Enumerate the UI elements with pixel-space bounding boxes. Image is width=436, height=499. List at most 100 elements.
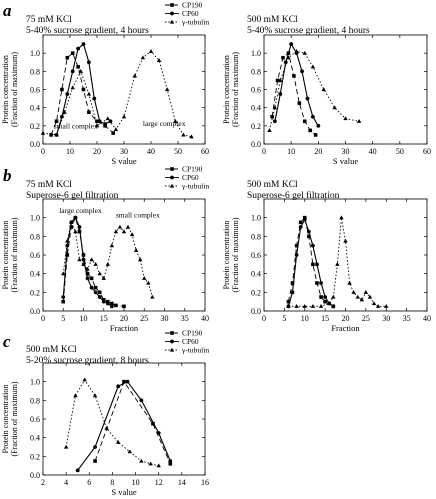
data-point bbox=[63, 444, 69, 449]
data-point bbox=[85, 276, 90, 281]
data-point bbox=[93, 285, 98, 290]
y-axis-label-line: (Fraction of maximum) bbox=[231, 52, 240, 127]
data-point bbox=[81, 253, 86, 257]
data-point bbox=[331, 294, 336, 299]
x-tick-label: 0 bbox=[262, 147, 266, 156]
data-point bbox=[339, 215, 344, 220]
data-point bbox=[101, 276, 106, 280]
data-point bbox=[89, 276, 94, 281]
data-point bbox=[65, 243, 70, 248]
y-tick-label: 1.0 bbox=[30, 214, 40, 223]
x-tick-label: 5 bbox=[61, 314, 65, 323]
x-tick-label: 40 bbox=[147, 147, 155, 156]
x-tick-label: 30 bbox=[342, 147, 350, 156]
data-point bbox=[311, 243, 315, 248]
data-point bbox=[77, 229, 82, 234]
data-point bbox=[122, 379, 126, 384]
x-tick-label: 0 bbox=[41, 147, 45, 156]
panel-letter-c: c bbox=[3, 332, 11, 351]
y-axis-label-line: (Fraction of maximum) bbox=[10, 381, 19, 456]
legend-marker bbox=[169, 183, 175, 188]
data-point bbox=[181, 132, 186, 137]
data-point bbox=[323, 295, 328, 299]
data-point bbox=[92, 96, 97, 101]
data-point bbox=[278, 78, 283, 83]
data-point bbox=[105, 301, 110, 306]
y-axis-label-line: Protein concentration bbox=[1, 221, 10, 290]
data-point bbox=[300, 69, 304, 74]
data-point bbox=[356, 118, 362, 123]
x-tick-label: 35 bbox=[403, 314, 411, 323]
data-point bbox=[92, 393, 98, 398]
data-point bbox=[109, 304, 114, 309]
series-CP60 bbox=[54, 42, 113, 137]
data-point bbox=[139, 458, 144, 463]
data-point bbox=[384, 304, 389, 308]
data-point bbox=[105, 116, 110, 121]
y-tick-label: 0.8 bbox=[251, 67, 261, 76]
data-point bbox=[113, 127, 119, 132]
data-point bbox=[116, 384, 121, 389]
data-point bbox=[109, 243, 115, 248]
data-point bbox=[343, 238, 348, 243]
data-point bbox=[61, 271, 66, 276]
x-tick-label: 10 bbox=[80, 314, 88, 323]
data-point bbox=[103, 122, 107, 126]
series-γ-tubulin bbox=[267, 49, 362, 132]
legend-marker bbox=[170, 11, 174, 16]
data-point bbox=[65, 238, 70, 243]
data-point bbox=[81, 262, 86, 266]
data-point bbox=[85, 266, 90, 271]
series-CP190 bbox=[286, 215, 336, 309]
data-point bbox=[156, 58, 162, 63]
data-point bbox=[65, 55, 70, 60]
data-point bbox=[117, 224, 123, 229]
data-point bbox=[289, 42, 294, 46]
data-point bbox=[121, 229, 127, 234]
data-point bbox=[94, 123, 100, 128]
y-tick-label: 0.4 bbox=[251, 270, 261, 279]
data-point bbox=[168, 462, 173, 466]
y-axis-label-line: (Fraction of maximum) bbox=[231, 217, 240, 292]
data-point bbox=[286, 299, 291, 304]
legend-marker bbox=[170, 331, 174, 335]
x-tick-label: 8 bbox=[110, 478, 114, 487]
data-point bbox=[97, 271, 102, 276]
data-point bbox=[150, 294, 155, 299]
legend-marker bbox=[169, 347, 175, 352]
data-point bbox=[95, 119, 99, 124]
data-point bbox=[343, 116, 348, 121]
data-point bbox=[321, 87, 326, 92]
data-point bbox=[54, 119, 59, 124]
panel-letter-b: b bbox=[3, 166, 12, 185]
data-point bbox=[122, 304, 126, 309]
x-tick-label: 20 bbox=[93, 147, 101, 156]
x-tick-label: 60 bbox=[201, 147, 209, 156]
x-tick-label: 0 bbox=[41, 314, 45, 323]
x-tick-label: 10 bbox=[132, 478, 140, 487]
y-tick-label: 0.4 bbox=[30, 104, 40, 113]
data-point bbox=[302, 217, 307, 222]
series-line bbox=[65, 378, 159, 467]
chart-title-line: 500 mM KCl bbox=[247, 180, 298, 190]
data-point bbox=[335, 262, 340, 266]
chart-title-line: 75 mM KCl bbox=[26, 180, 72, 190]
x-tick-label: 12 bbox=[155, 478, 163, 487]
data-point bbox=[308, 128, 312, 133]
legend-label: CP190 bbox=[182, 329, 203, 338]
x-axis-label: Fraction bbox=[331, 323, 360, 333]
x-tick-label: 35 bbox=[181, 314, 189, 323]
y-tick-label: 0.0 bbox=[30, 471, 40, 480]
data-point bbox=[168, 459, 173, 463]
data-point bbox=[294, 243, 299, 248]
chart-title-line: 75 mM KCl bbox=[26, 15, 72, 25]
y-axis-label-line: (Fraction of maximum) bbox=[10, 52, 19, 127]
y-tick-label: 1.0 bbox=[30, 49, 40, 58]
y-tick-label: 0.4 bbox=[251, 104, 261, 113]
data-point bbox=[93, 262, 98, 266]
y-tick-label: 1.0 bbox=[251, 49, 261, 58]
data-point bbox=[142, 276, 147, 280]
data-point bbox=[113, 229, 119, 234]
